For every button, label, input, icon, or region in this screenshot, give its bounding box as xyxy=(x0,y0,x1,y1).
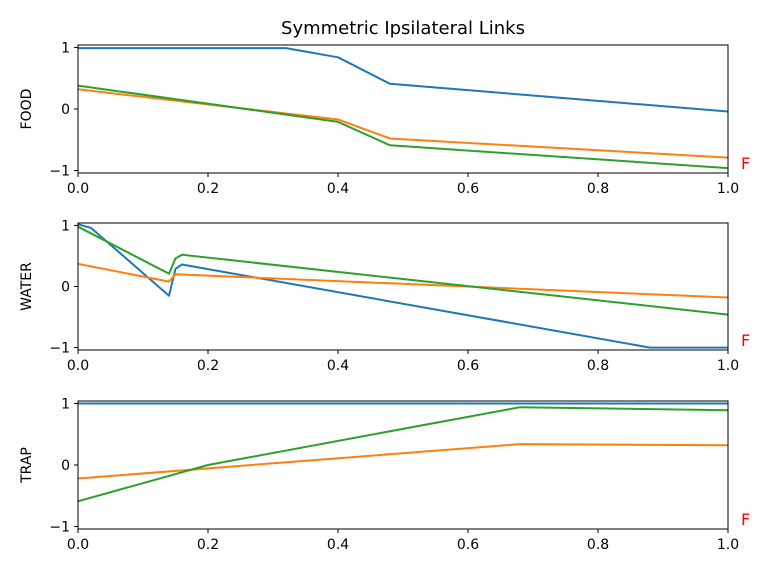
x-tick-label: 0.8 xyxy=(587,537,609,553)
y-axis-label: FOOD xyxy=(19,89,35,130)
axes-frame xyxy=(77,400,729,530)
series-line-3 xyxy=(78,225,728,316)
y-tick-label: 1 xyxy=(61,218,70,234)
x-tick-label: 0.6 xyxy=(457,537,479,553)
x-tick-label: 0.6 xyxy=(457,358,479,374)
series-line-3 xyxy=(78,406,728,503)
x-tick-label: 1.0 xyxy=(717,181,739,197)
panel-marker-label: F xyxy=(741,331,750,350)
x-tick-label: 0.2 xyxy=(197,181,219,197)
series-line-1 xyxy=(78,47,728,113)
y-tick-label: 1 xyxy=(61,396,70,412)
x-tick-label: 0.6 xyxy=(457,181,479,197)
axes-frame xyxy=(77,44,729,174)
y-tick-label: −1 xyxy=(49,520,70,536)
x-tick-label: 0.2 xyxy=(197,358,219,374)
x-tick-label: 0.2 xyxy=(197,537,219,553)
y-axis-label: WATER xyxy=(19,262,35,311)
x-tick-label: 0.8 xyxy=(587,181,609,197)
x-tick-label: 1.0 xyxy=(717,537,739,553)
panel-trap: 0.0 0.2 0.4 0.6 0.8 1.0 1 0 −1 TRAP F xyxy=(19,396,750,553)
x-tick-label: 0.4 xyxy=(327,181,349,197)
x-tick-label: 0.8 xyxy=(587,358,609,374)
y-tick-label: 1 xyxy=(61,40,70,56)
axes-frame xyxy=(77,222,729,351)
x-tick-label: 0.0 xyxy=(67,181,89,197)
panel-marker-label: F xyxy=(741,510,750,529)
y-tick-label: 0 xyxy=(61,458,70,474)
y-tick-label: −1 xyxy=(49,164,70,180)
y-axis-label: TRAP xyxy=(19,447,35,484)
x-tick-label: 0.0 xyxy=(67,537,89,553)
panel-water: 0.0 0.2 0.4 0.6 0.8 1.0 1 0 −1 WATER F xyxy=(19,218,750,374)
y-tick-label: 0 xyxy=(61,280,70,296)
x-tick-label: 0.0 xyxy=(67,358,89,374)
x-tick-label: 0.4 xyxy=(327,358,349,374)
series-line-2 xyxy=(78,262,728,299)
y-tick-label: 0 xyxy=(61,102,70,118)
series-line-3 xyxy=(78,84,728,170)
series-line-2 xyxy=(78,443,728,480)
series-line-1 xyxy=(78,223,728,349)
y-tick-label: −1 xyxy=(49,341,70,357)
chart-title: Symmetric Ipsilateral Links xyxy=(281,18,525,39)
x-tick-label: 0.4 xyxy=(327,537,349,553)
x-tick-label: 1.0 xyxy=(717,358,739,374)
panel-food: 0.0 0.2 0.4 0.6 0.8 1.0 1 0 −1 FOOD F xyxy=(19,40,750,197)
panel-marker-label: F xyxy=(741,154,750,173)
